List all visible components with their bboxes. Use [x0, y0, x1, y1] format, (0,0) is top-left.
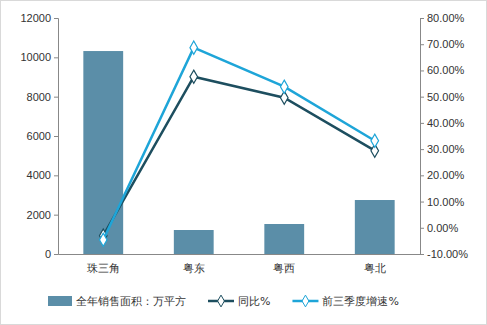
x-axis-line [59, 254, 421, 255]
y-tick-mark [54, 254, 58, 255]
x-tick-label: 粤北 [364, 262, 386, 274]
y-tick-mark [54, 18, 58, 19]
y2-tick-label: 0.00% [427, 222, 458, 234]
y2-tick-label: -10.00% [427, 248, 468, 260]
y-tick: 6000 [27, 130, 58, 142]
y2-tick: 70.00% [420, 38, 465, 50]
y2-tick: 20.00% [420, 169, 465, 181]
marker [371, 134, 379, 147]
y2-tick-mark [420, 123, 424, 124]
x-tick-label: 珠三角 [87, 262, 120, 274]
marker-series [99, 41, 378, 246]
y-tick-label: 0 [45, 248, 51, 260]
legend-item: 同比% [208, 295, 270, 308]
marker [190, 41, 198, 54]
legend: 全年销售面积：万平方 同比% 前三季度增速% [48, 295, 399, 308]
y2-tick: 10.00% [420, 196, 465, 208]
y2-tick-mark [420, 44, 424, 45]
bar [264, 224, 304, 254]
y2-tick: 50.00% [420, 91, 465, 103]
x-axis: 珠三角 粤东 粤西 粤北 [59, 255, 421, 274]
y-tick: 4000 [27, 169, 58, 181]
y2-tick-label: 20.00% [427, 169, 465, 181]
y2-tick: 80.00% [420, 12, 465, 24]
y-tick-mark [54, 215, 58, 216]
y2-tick: 30.00% [420, 143, 465, 155]
legend-label: 同比% [238, 295, 270, 308]
y2-tick-mark [420, 202, 424, 203]
chart-frame [1, 1, 487, 325]
legend-label: 前三季度增速% [322, 295, 398, 308]
legend-marker [302, 295, 309, 307]
y-tick-label: 6000 [27, 130, 51, 142]
line [103, 48, 375, 240]
y2-tick-label: 80.00% [427, 12, 465, 24]
y2-tick-mark [420, 149, 424, 150]
y2-tick: 40.00% [420, 117, 465, 129]
bar [174, 230, 214, 254]
y2-tick-mark [420, 228, 424, 229]
y2-tick-label: 70.00% [427, 38, 465, 50]
legend-swatch [48, 296, 72, 306]
y-tick-mark [54, 97, 58, 98]
y-tick: 10000 [20, 51, 58, 63]
y2-tick-label: 10.00% [427, 196, 465, 208]
marker [190, 70, 198, 83]
chart: 0 2000 4000 6000 8000 10000 12000 -10.00% 0.00% 1… [0, 0, 487, 325]
plot: 0 2000 4000 6000 8000 10000 12000 -10.00% 0.00% 1… [20, 12, 468, 274]
marks [83, 41, 394, 254]
y2-tick-mark [420, 175, 424, 176]
y-tick: 0 [45, 248, 58, 260]
legend-label: 全年销售面积：万平方 [76, 295, 186, 308]
y-tick-label: 10000 [20, 51, 51, 63]
y2-tick-mark [420, 70, 424, 71]
y2-tick-label: 50.00% [427, 91, 465, 103]
y2-tick-label: 60.00% [427, 64, 465, 76]
y2-tick-label: 30.00% [427, 143, 465, 155]
y-axis-line [54, 19, 59, 255]
x-tick: 粤东 [183, 262, 205, 274]
y2-axis-line [421, 19, 425, 255]
y2-axis: -10.00% 0.00% 10.00% 20.00% 30.00% 40.00% 50.0… [420, 12, 468, 260]
legend-item: 全年销售面积：万平方 [48, 295, 186, 308]
y-tick-label: 12000 [20, 12, 51, 24]
bar [83, 51, 123, 254]
y2-tick-mark [420, 254, 424, 255]
y2-tick-mark [420, 97, 424, 98]
x-tick-label: 粤西 [273, 262, 295, 274]
y-tick-mark [54, 57, 58, 58]
y-tick-mark [54, 175, 58, 176]
bar [355, 200, 395, 254]
y2-tick: -10.00% [420, 248, 468, 260]
y-tick-label: 4000 [27, 169, 51, 181]
y2-tick-mark [420, 18, 424, 19]
x-tick: 珠三角 [87, 262, 120, 274]
y-tick-label: 2000 [27, 209, 51, 221]
bar-series [83, 51, 394, 254]
marker [99, 233, 107, 246]
y-axis: 0 2000 4000 6000 8000 10000 12000 [20, 12, 58, 260]
x-tick: 粤北 [364, 262, 386, 274]
y-tick-label: 8000 [27, 91, 51, 103]
y2-tick: 0.00% [420, 222, 458, 234]
x-tick-label: 粤东 [183, 262, 205, 274]
x-tick: 粤西 [273, 262, 295, 274]
y-tick: 8000 [27, 91, 58, 103]
legend-marker [218, 295, 225, 307]
marker [280, 80, 288, 93]
y-tick: 12000 [20, 12, 58, 24]
y-tick: 2000 [27, 209, 58, 221]
y-tick-mark [54, 136, 58, 137]
y2-tick-label: 40.00% [427, 117, 465, 129]
legend-item: 前三季度增速% [292, 295, 398, 308]
y2-tick: 60.00% [420, 64, 465, 76]
